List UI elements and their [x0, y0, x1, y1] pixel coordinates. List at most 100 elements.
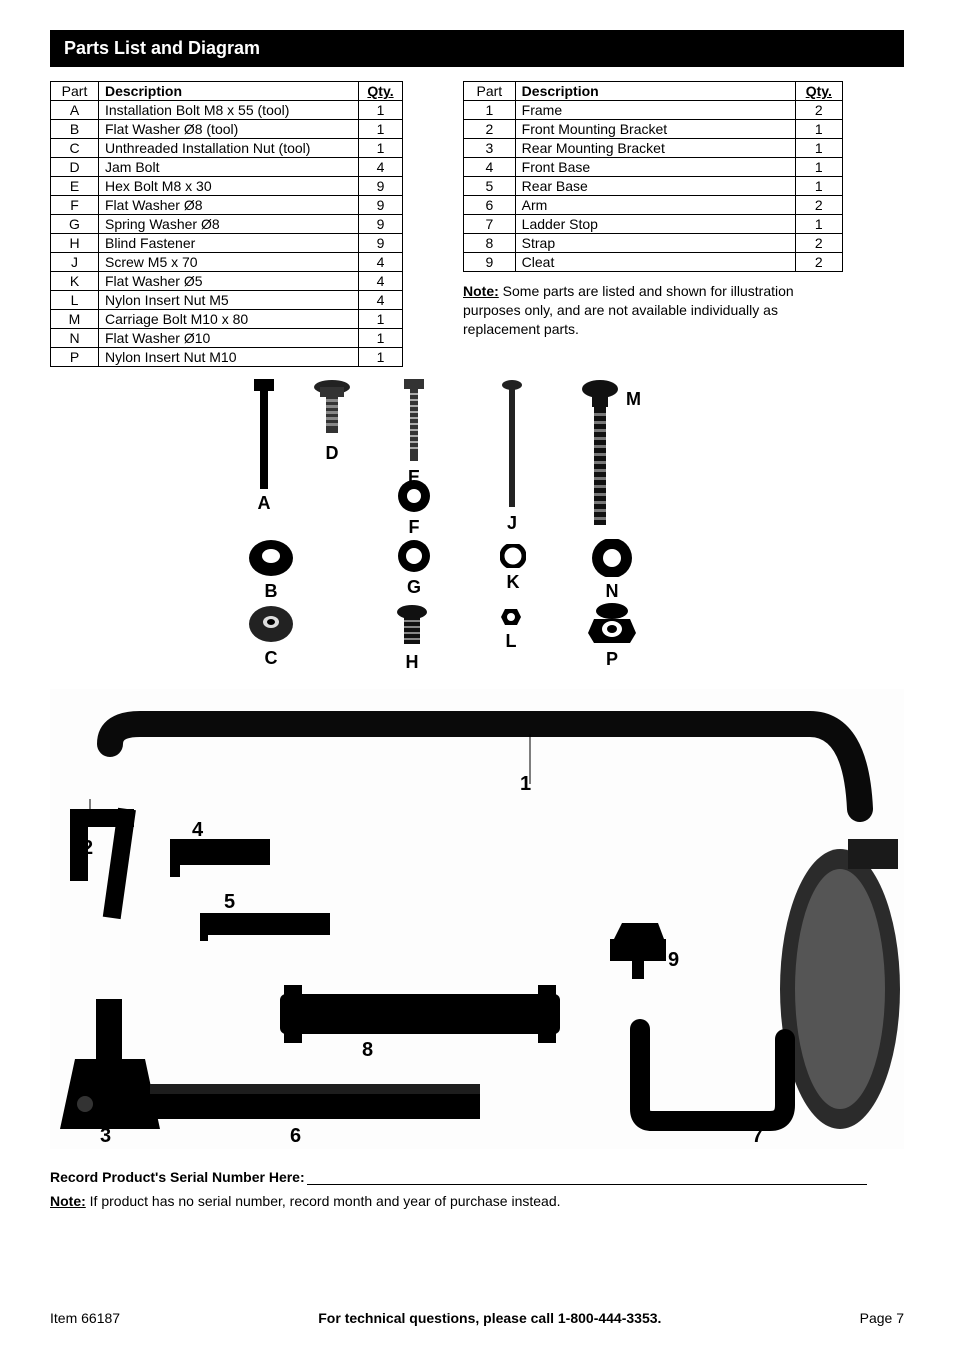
cell-desc: Ladder Stop [515, 215, 795, 234]
cell-part: G [51, 215, 99, 234]
assembly-num-5: 5 [224, 891, 235, 914]
table-row: MCarriage Bolt M10 x 801 [51, 310, 403, 329]
cell-part: A [51, 101, 99, 120]
cell-desc: Cleat [515, 253, 795, 272]
assembly-num-2: 2 [82, 837, 93, 860]
cell-qty: 1 [359, 348, 403, 367]
cell-part: H [51, 234, 99, 253]
spring-washer-icon [395, 539, 433, 573]
cell-desc: Hex Bolt M8 x 30 [99, 177, 359, 196]
nylon-nut-large-icon [586, 599, 638, 645]
hardware-diagram: A D [50, 379, 904, 679]
hw-label-B: B [265, 581, 278, 602]
table-row: 7Ladder Stop1 [464, 215, 843, 234]
cell-part: 4 [464, 158, 516, 177]
nut-icon [248, 604, 294, 644]
assembly-num-3: 3 [100, 1125, 111, 1148]
cell-part: L [51, 291, 99, 310]
cell-qty: 4 [359, 272, 403, 291]
th-qty: Qty. [359, 82, 403, 101]
th-part: Part [51, 82, 99, 101]
note-text: Some parts are listed and shown for illu… [463, 283, 794, 337]
cell-qty: 2 [795, 234, 842, 253]
table-row: 2Front Mounting Bracket1 [464, 120, 843, 139]
cell-qty: 1 [359, 329, 403, 348]
cell-qty: 4 [359, 291, 403, 310]
cell-part: E [51, 177, 99, 196]
hw-label-A: A [258, 493, 271, 514]
cell-part: 1 [464, 101, 516, 120]
cell-part: 5 [464, 177, 516, 196]
th-part: Part [464, 82, 516, 101]
cell-desc: Screw M5 x 70 [99, 253, 359, 272]
table-row: 6Arm2 [464, 196, 843, 215]
cell-desc: Nylon Insert Nut M10 [99, 348, 359, 367]
assembly-diagram: 1 2 3 4 5 6 7 8 9 [50, 689, 904, 1149]
washer-small-icon [500, 544, 526, 568]
hw-label-K: K [507, 572, 520, 593]
table-row: 8Strap2 [464, 234, 843, 253]
hw-label-J: J [507, 513, 517, 534]
assembly-num-1: 1 [520, 773, 531, 796]
cell-desc: Flat Washer Ø10 [99, 329, 359, 348]
jam-bolt-icon [312, 379, 352, 439]
cell-desc: Front Mounting Bracket [515, 120, 795, 139]
table-row: PNylon Insert Nut M101 [51, 348, 403, 367]
serial-note: Note: If product has no serial number, r… [50, 1193, 904, 1209]
cell-qty: 1 [795, 120, 842, 139]
table-row: NFlat Washer Ø101 [51, 329, 403, 348]
serial-line: Record Product's Serial Number Here: [50, 1169, 904, 1185]
assembly-num-6: 6 [290, 1125, 301, 1148]
cell-desc: Rear Base [515, 177, 795, 196]
table-row: FFlat Washer Ø89 [51, 196, 403, 215]
nylon-nut-small-icon [500, 607, 522, 627]
th-qty: Qty. [795, 82, 842, 101]
cell-desc: Carriage Bolt M10 x 80 [99, 310, 359, 329]
table-row: EHex Bolt M8 x 309 [51, 177, 403, 196]
page-footer: Item 66187 For technical questions, plea… [50, 1310, 904, 1326]
hw-label-C: C [265, 648, 278, 669]
parts-note: Note: Some parts are listed and shown fo… [463, 282, 843, 339]
cell-qty: 1 [359, 139, 403, 158]
hw-label-D: D [326, 443, 339, 464]
cell-part: M [51, 310, 99, 329]
table-row: HBlind Fastener9 [51, 234, 403, 253]
cell-qty: 1 [795, 215, 842, 234]
cell-part: J [51, 253, 99, 272]
carriage-bolt-icon [580, 379, 620, 529]
screw-icon [500, 379, 524, 509]
cell-qty: 1 [359, 101, 403, 120]
cell-qty: 2 [795, 101, 842, 120]
table-row: 9Cleat2 [464, 253, 843, 272]
footer-left: Item 66187 [50, 1310, 120, 1326]
cell-part: 2 [464, 120, 516, 139]
th-desc: Description [515, 82, 795, 101]
hw-label-F: F [409, 517, 420, 538]
serial-rule [307, 1184, 867, 1185]
table-row: JScrew M5 x 704 [51, 253, 403, 272]
cell-qty: 2 [795, 196, 842, 215]
footer-center: For technical questions, please call 1-8… [318, 1310, 661, 1326]
cell-part: N [51, 329, 99, 348]
cell-part: 8 [464, 234, 516, 253]
cell-desc: Frame [515, 101, 795, 120]
hw-label-M: M [626, 389, 641, 410]
table-row: BFlat Washer Ø8 (tool)1 [51, 120, 403, 139]
cell-qty: 9 [359, 215, 403, 234]
cell-qty: 1 [795, 139, 842, 158]
serial-note-label: Note: [50, 1193, 86, 1209]
serial-note-text: If product has no serial number, record … [86, 1193, 561, 1209]
cell-part: B [51, 120, 99, 139]
cell-part: 6 [464, 196, 516, 215]
cell-part: F [51, 196, 99, 215]
bolt-icon [250, 379, 278, 489]
table-row: KFlat Washer Ø54 [51, 272, 403, 291]
cell-part: K [51, 272, 99, 291]
parts-table-hardware: Part Description Qty. AInstallation Bolt… [50, 81, 403, 367]
hw-label-G: G [407, 577, 421, 598]
cell-desc: Flat Washer Ø8 (tool) [99, 120, 359, 139]
cell-desc: Jam Bolt [99, 158, 359, 177]
cell-desc: Nylon Insert Nut M5 [99, 291, 359, 310]
cell-qty: 1 [359, 310, 403, 329]
assembly-svg [50, 689, 904, 1149]
